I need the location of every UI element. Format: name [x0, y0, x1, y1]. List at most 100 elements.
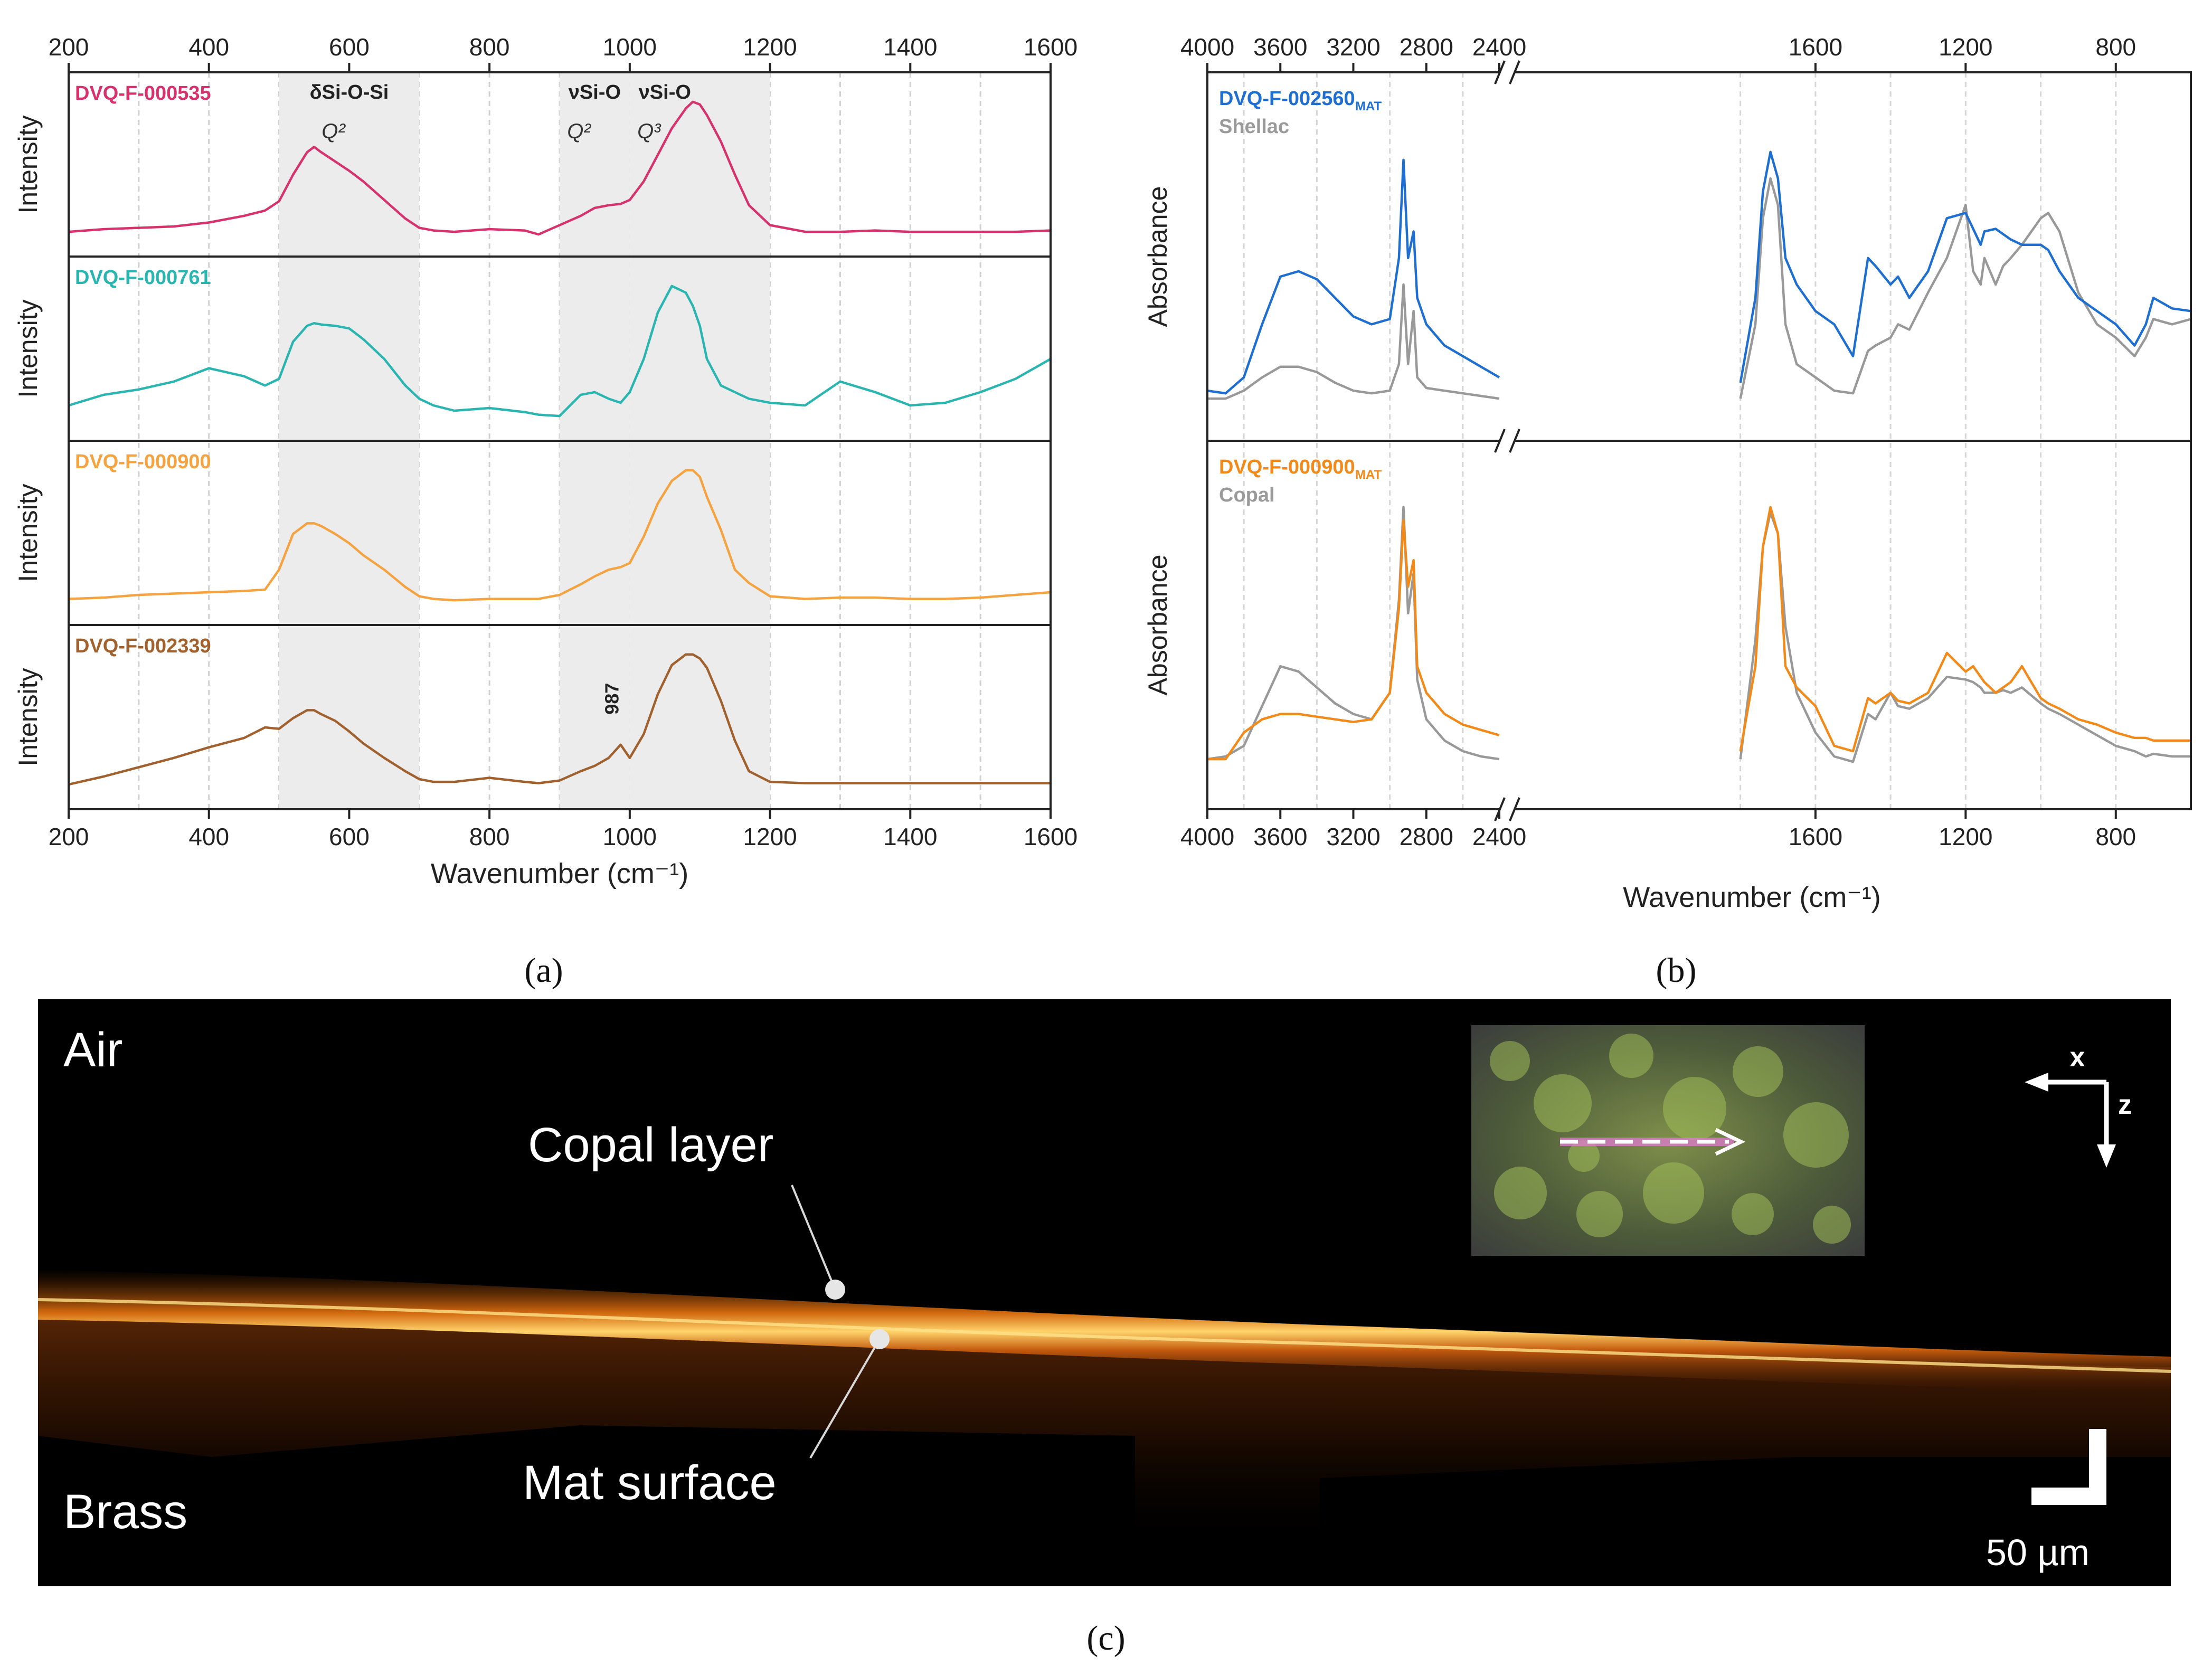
raman-series-label-2: DVQ-F-000900 [75, 451, 211, 473]
raman-xtick-label-top-3: 800 [469, 33, 510, 61]
ftir-xtick-label-top-4: 2400 [1472, 33, 1526, 61]
ftir-series-label-0-0: DVQ-F-002560 [1219, 88, 1355, 110]
label-brass: Brass [63, 1485, 187, 1539]
ftir-series-sub-1-0: MAT [1355, 468, 1382, 482]
z-arrow-head-icon [2097, 1144, 2116, 1168]
panel-tag-c: (c) [1086, 1619, 1125, 1658]
ftir-series-line-0-0-left [1207, 158, 1500, 395]
inset-arrow-head-icon [1715, 1128, 1746, 1156]
inset-photo [1471, 1025, 1865, 1256]
marker-mat-surface [869, 1329, 890, 1349]
leader-copal-layer [791, 1185, 836, 1290]
panel-a-ticks: 200 200 400 400 600 600 800 800 1000 1000 1200 1200… [49, 33, 1078, 850]
ftir-series-line-0-1-left [1207, 283, 1500, 400]
ftir-xtick-label-top-7: 800 [2095, 33, 2136, 61]
panel-c-oct-image: x z Air Brass Copal layer Mat surface 50… [37, 999, 2171, 1586]
panel-tag-b: (b) [1656, 951, 1697, 990]
raman-ylabel-0: Intensity [13, 115, 43, 213]
raman-xtick-label-bottom-5: 1200 [743, 823, 797, 850]
panel-a-labels: DVQ-F-000535 Intensity DVQ-F-000761 Intensi… [13, 81, 691, 889]
ftir-xtick-label-bottom-4: 2400 [1472, 823, 1526, 850]
ftir-xlabel: Wavenumber (cm⁻¹) [1623, 882, 1881, 913]
raman-xtick-label-top-4: 1000 [603, 33, 657, 61]
panel-a-raman: 200 200 400 400 600 600 800 800 1000 1000 1200 1200… [13, 33, 1077, 889]
panel-a-frame [68, 71, 1052, 810]
panel-b-labels: DVQ-F-002560 MATShellacAbsorbanceDVQ-F-00… [1143, 88, 1881, 913]
scale-bar-label: 50 µm [1986, 1532, 2090, 1573]
raman-xtick-label-bottom-6: 1400 [883, 823, 937, 850]
ftir-xtick-label-top-0: 4000 [1180, 33, 1234, 61]
ftir-xtick-label-top-3: 2800 [1400, 33, 1453, 61]
ftir-break-mark-a-1 [1494, 429, 1506, 453]
raman-xtick-label-bottom-2: 600 [329, 823, 370, 850]
ftir-xtick-label-bottom-5: 1600 [1789, 823, 1842, 850]
ftir-xtick-label-bottom-1: 3600 [1253, 823, 1307, 850]
marker-copal-layer [825, 1280, 845, 1300]
label-copal-layer: Copal layer [528, 1118, 773, 1172]
raman-series-label-3: DVQ-F-002339 [75, 635, 211, 657]
ftir-break-mark-b-2 [1509, 797, 1520, 821]
raman-frame [68, 71, 1052, 810]
label-mat-surface: Mat surface [523, 1456, 777, 1510]
raman-ylabel-1: Intensity [13, 299, 43, 397]
ftir-series-sub-0-0: MAT [1355, 99, 1382, 113]
raman-band-sub-0: Q² [322, 120, 346, 143]
ftir-xtick-label-bottom-7: 800 [2095, 823, 2136, 850]
axes-indicator [2025, 1073, 2116, 1168]
panel-b-frame [1206, 60, 2192, 821]
ftir-xtick-label-top-6: 1200 [1939, 33, 1992, 61]
raman-xtick-label-top-0: 200 [49, 33, 89, 61]
ftir-xtick-label-bottom-6: 1200 [1939, 823, 1992, 850]
raman-xtick-label-bottom-4: 1000 [603, 823, 657, 850]
panel-b-ftir: 4000 4000 3600 3600 3200 3200 2800 2800 2400 2400… [1143, 33, 2192, 913]
raman-xtick-label-bottom-7: 1600 [1024, 823, 1077, 850]
ftir-break-mark-b-1 [1509, 429, 1520, 453]
axis-label-x: x [2070, 1042, 2085, 1073]
raman-band-sub-1: Q² [567, 120, 591, 143]
raman-series-line-2 [68, 469, 1051, 602]
raman-band-label-2: νSi-O [639, 81, 691, 103]
raman-xtick-label-top-2: 600 [329, 33, 370, 61]
ftir-xtick-label-top-5: 1600 [1789, 33, 1842, 61]
oct-interface-band [38, 1270, 2171, 1394]
raman-peak-annotation: 987 [601, 683, 623, 715]
raman-series-line-1 [68, 285, 1052, 418]
panel-b-series [1207, 150, 2191, 763]
ftir-break-mark-b-0 [1509, 60, 1520, 84]
ftir-series-label-1-0: DVQ-F-000900 [1219, 456, 1355, 478]
panel-tag-a: (a) [524, 951, 563, 990]
axis-label-z: z [2118, 1090, 2132, 1120]
ftir-series-line-1-0-right [1739, 506, 2191, 753]
raman-series-line-0 [68, 100, 1051, 236]
raman-ylabel-2: Intensity [13, 484, 43, 582]
ftir-xtick-label-bottom-2: 3200 [1326, 823, 1380, 850]
ftir-ylabel-1: Absorbance [1143, 555, 1173, 696]
ftir-series-label-1-1: Copal [1219, 484, 1275, 506]
raman-xtick-label-bottom-3: 800 [469, 823, 510, 850]
raman-band-label-1: νSi-O [569, 81, 621, 103]
raman-band-label-0: δSi-O-Si [310, 81, 389, 103]
raman-series-label-1: DVQ-F-000761 [75, 267, 211, 289]
ftir-ylabel-0: Absorbance [1143, 186, 1173, 327]
raman-series-label-0: DVQ-F-000535 [75, 82, 211, 105]
ftir-series-label-0-1: Shellac [1219, 116, 1289, 138]
raman-ylabel-3: Intensity [13, 668, 43, 766]
scale-bar [2031, 1429, 2106, 1505]
oct-interface-core [37, 1298, 2171, 1373]
ftir-xtick-label-top-2: 3200 [1326, 33, 1380, 61]
leader-mat-surface [809, 1338, 881, 1459]
ftir-xtick-label-bottom-3: 2800 [1400, 823, 1453, 850]
raman-xtick-label-top-5: 1200 [743, 33, 797, 61]
panel-a-series [68, 100, 1052, 786]
panel-b-ticks: 4000 4000 3600 3600 3200 3200 2800 2800 2400 2400… [1180, 33, 2136, 850]
ftir-series-line-0-1-right [1739, 177, 2191, 399]
ftir-series-line-1-0-left [1207, 519, 1500, 761]
ftir-axis-break-gap [1500, 69, 1514, 812]
raman-xtick-label-top-7: 1600 [1024, 33, 1077, 61]
raman-xlabel: Wavenumber (cm⁻¹) [431, 858, 689, 889]
ftir-series-line-0-0-right [1739, 150, 2191, 383]
raman-xtick-label-top-6: 1400 [883, 33, 937, 61]
x-arrow-head-icon [2025, 1073, 2048, 1092]
ftir-xtick-label-top-1: 3600 [1253, 33, 1307, 61]
